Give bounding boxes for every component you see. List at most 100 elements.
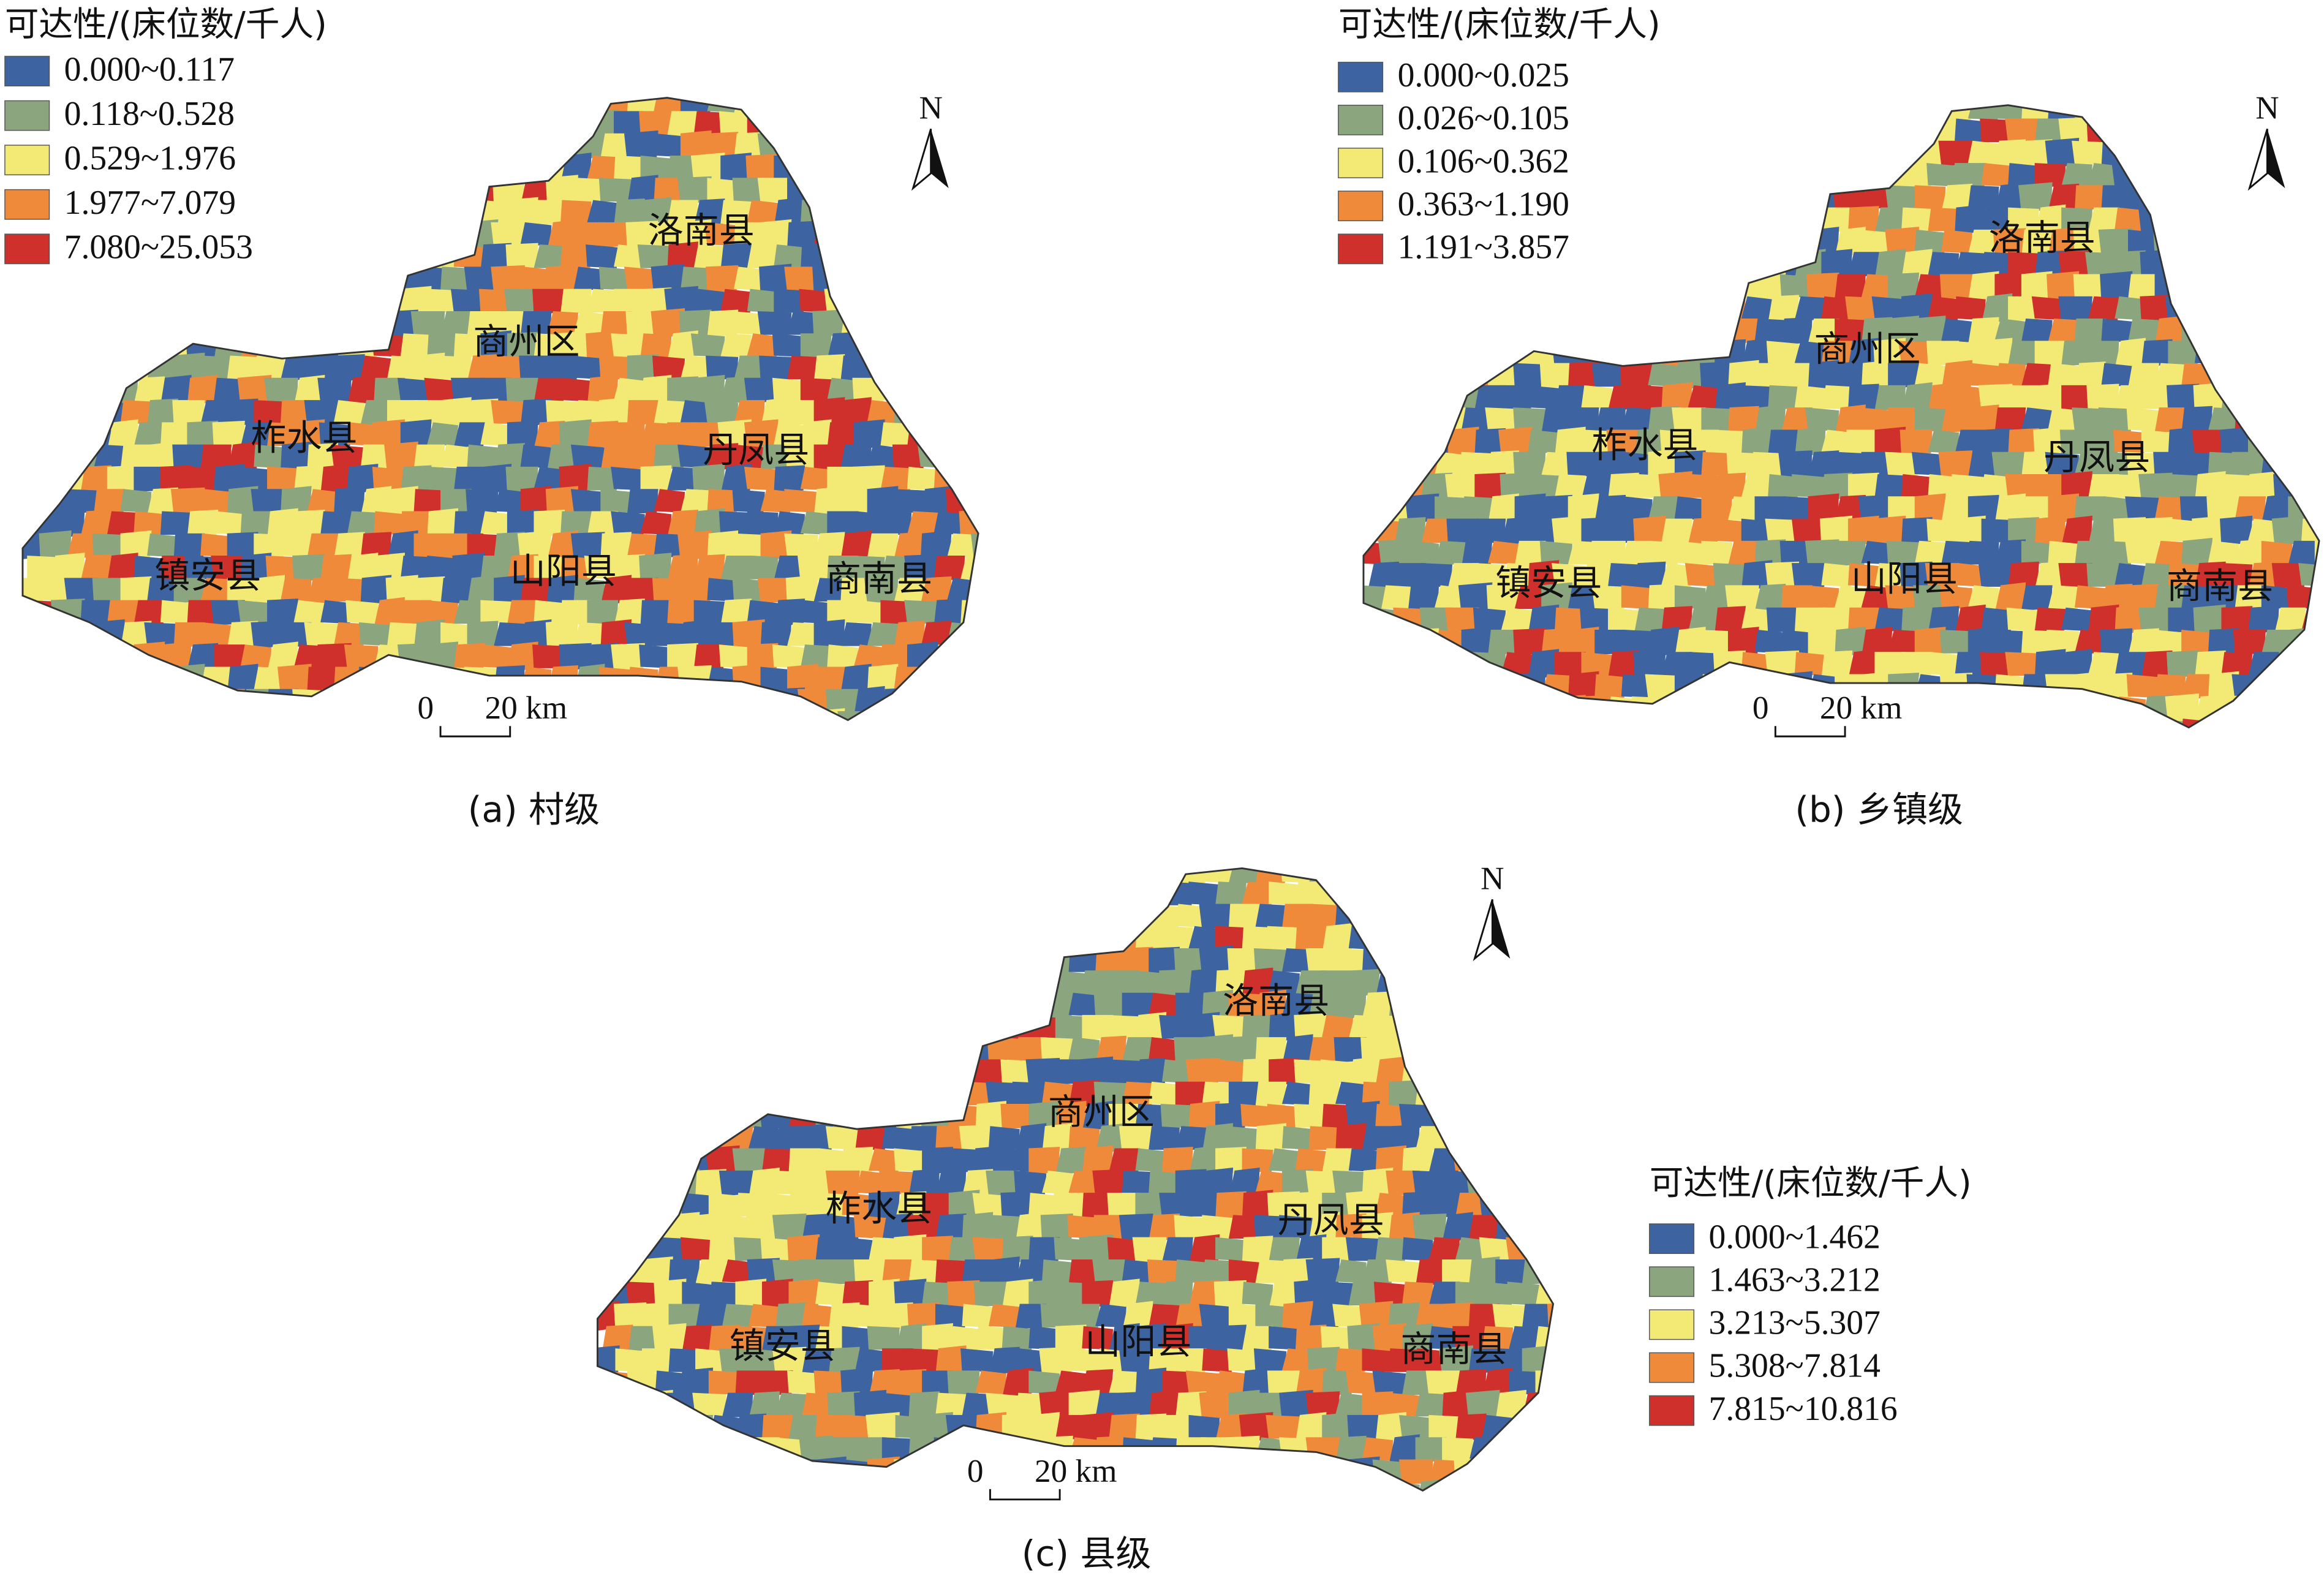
map-patch <box>1406 317 1439 345</box>
map-patch <box>280 97 312 113</box>
map-patch <box>1488 629 1519 655</box>
map-patch <box>570 489 605 513</box>
map-patch <box>1701 717 1733 728</box>
map-patch <box>2074 629 2106 654</box>
map-patch <box>2074 361 2106 390</box>
map-patch <box>2271 207 2306 232</box>
map-patch <box>1980 118 2013 143</box>
map-patch <box>1495 1389 1527 1421</box>
map-patch <box>2168 741 2199 764</box>
map-patch <box>1952 341 1986 365</box>
map-patch <box>1042 1170 1073 1195</box>
map-patch <box>1661 606 1692 635</box>
map-patch <box>2048 719 2080 728</box>
map-patch <box>1967 229 1999 255</box>
map-patch <box>427 422 459 447</box>
map-patch <box>682 1059 714 1084</box>
map-patch <box>1955 163 1986 189</box>
map-patch <box>2101 673 2133 701</box>
map-patch <box>1994 182 2026 214</box>
map-patch <box>2086 383 2119 412</box>
map-patch <box>1092 1259 1126 1285</box>
map-patch <box>1014 556 1045 579</box>
map-patch <box>573 400 605 424</box>
map-patch <box>894 266 925 291</box>
map-patch <box>1421 385 1453 409</box>
map-patch <box>211 556 245 581</box>
map-patch <box>934 1437 967 1461</box>
map-patch <box>842 968 873 997</box>
map-patch <box>1255 1481 1287 1491</box>
map-patch <box>1981 252 2013 276</box>
map-patch <box>1648 229 1680 254</box>
map-patch <box>92 533 125 557</box>
map-patch <box>877 198 912 227</box>
map-patch <box>1514 585 1546 610</box>
map-patch <box>813 1370 847 1395</box>
map-patch <box>1821 385 1853 409</box>
map-patch <box>107 689 138 713</box>
map-patch <box>600 532 632 561</box>
map-patch <box>720 243 752 271</box>
map-patch <box>1227 1435 1260 1464</box>
map-patch <box>597 1215 620 1240</box>
map-patch <box>600 1190 633 1221</box>
map-patch <box>642 992 673 1017</box>
map-patch <box>1858 229 1893 254</box>
map-patch <box>747 989 780 1021</box>
map-patch <box>759 263 792 295</box>
map-patch <box>1482 1459 1514 1484</box>
map-patch <box>761 1326 793 1351</box>
map-patch <box>241 730 272 761</box>
map-patch <box>854 733 885 757</box>
map-patch <box>467 575 499 606</box>
map-patch <box>2058 563 2092 589</box>
map-patch <box>134 376 165 405</box>
map-patch <box>1079 1056 1114 1088</box>
map-patch <box>677 708 712 720</box>
map-patch <box>2126 674 2159 698</box>
map-patch <box>1765 696 1800 720</box>
map-patch <box>387 355 418 380</box>
map-patch <box>147 578 178 602</box>
map-patch <box>1821 341 1853 366</box>
map-patch <box>1955 652 1986 678</box>
map-patch <box>2018 182 2053 214</box>
map-patch <box>80 330 112 362</box>
map-patch <box>1575 1126 1607 1150</box>
map-patch <box>853 200 885 225</box>
map-patch <box>1608 607 1639 632</box>
map-patch <box>1175 1348 1207 1374</box>
map-patch <box>147 441 178 473</box>
map-patch <box>825 1126 860 1150</box>
map-patch <box>1562 1369 1593 1397</box>
map-patch <box>624 622 658 646</box>
map-patch <box>1162 926 1193 950</box>
scale-start: 0 <box>967 1453 984 1489</box>
map-patch <box>1042 900 1073 932</box>
map-patch <box>935 900 967 932</box>
map-patch <box>1967 627 1999 658</box>
map-patch <box>628 923 660 954</box>
map-patch <box>962 1169 994 1198</box>
map-patch <box>800 111 832 135</box>
map-patch <box>586 330 619 362</box>
map-patch <box>227 266 258 291</box>
map-patch <box>1135 1501 1166 1532</box>
map-patch <box>320 689 352 714</box>
map-patch <box>707 530 739 562</box>
map-patch <box>1269 1012 1300 1043</box>
map-patch <box>2128 140 2159 165</box>
district-label: 山阳县 <box>1851 557 1958 599</box>
map-patch <box>1847 515 1879 547</box>
map-patch <box>1399 968 1433 997</box>
map-patch <box>1461 719 1493 728</box>
map-patch <box>1967 719 1999 728</box>
map-patch <box>1967 585 1999 610</box>
map-patch <box>1482 1148 1514 1174</box>
map-patch <box>40 266 72 291</box>
map-patch <box>960 556 979 579</box>
map-patch <box>960 331 979 360</box>
map-patch <box>1688 652 1719 676</box>
map-patch <box>1554 385 1586 411</box>
